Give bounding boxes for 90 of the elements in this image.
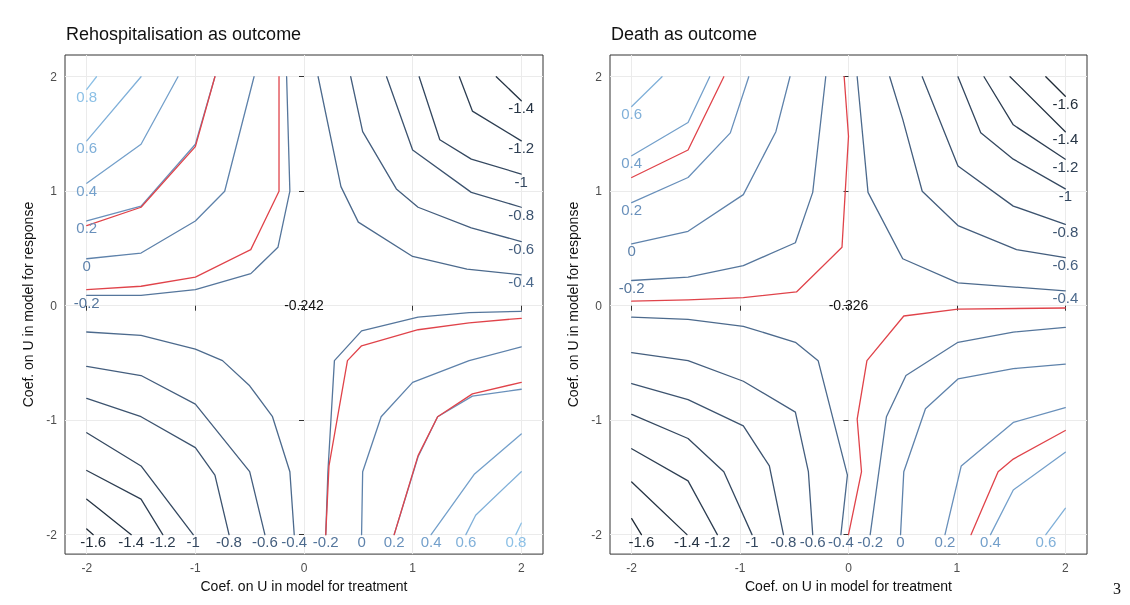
series-label: -1.2: [508, 139, 535, 157]
series-label: 0.4: [420, 533, 442, 551]
y-tick-label: 1: [595, 184, 603, 199]
line-series: [86, 331, 295, 536]
series-label: -1: [1058, 187, 1072, 205]
y-tick-label: 0: [50, 298, 58, 313]
series-label: -1.2: [149, 533, 176, 551]
y-tick-label: 2: [595, 69, 603, 84]
series-label: -1.4: [1052, 130, 1079, 148]
series-label: 0.8: [76, 87, 98, 105]
line-series: [631, 382, 785, 536]
x-tick-label: -2: [81, 561, 93, 576]
line-series: [631, 413, 753, 536]
series-label: -0.6: [1052, 256, 1079, 274]
x-tick-label: 0: [300, 561, 308, 576]
series-label: -1: [514, 172, 528, 190]
series-label: -0.6: [251, 533, 278, 551]
x-axis-title: Coef. on U in model for treatment: [200, 578, 408, 594]
annotation: -0.326: [828, 296, 869, 313]
series-label: 0.4: [76, 181, 98, 199]
line-series: [970, 429, 1066, 536]
series-label: -0.4: [827, 533, 854, 551]
series-label: -0.8: [508, 205, 535, 223]
series-label: 0.4: [980, 533, 1001, 551]
series-label: 0.8: [505, 533, 527, 551]
x-tick-label: -2: [626, 561, 638, 576]
series-label: 0.2: [383, 533, 405, 551]
y-axis-title: Coef. on U in model for response: [20, 201, 36, 408]
series-label: -0.8: [770, 533, 797, 551]
x-tick-label: 1: [953, 561, 961, 576]
series-label: -0.2: [857, 533, 884, 551]
series-label: -0.2: [312, 533, 339, 551]
line-series: [631, 351, 814, 536]
series-label: 0.6: [455, 533, 477, 551]
series-label: 0.2: [621, 201, 643, 219]
x-tick-label: 0: [845, 561, 853, 576]
series-label: 0.2: [934, 533, 956, 551]
annotation: -0.242: [284, 296, 325, 313]
x-tick-label: 2: [517, 561, 525, 576]
line-series: [869, 326, 1066, 536]
series-label: 0.6: [621, 105, 643, 123]
series-label: -0.4: [281, 533, 308, 551]
series-label: -0.8: [216, 533, 242, 551]
chart-title: Rehospitalisation as outcome: [66, 24, 302, 44]
series-label: -0.4: [1052, 289, 1079, 307]
series-label: -0.6: [508, 240, 535, 258]
series-label: -0.4: [508, 273, 535, 291]
series-label: -0.2: [618, 279, 645, 297]
line-series: [944, 406, 1066, 536]
x-tick-label: -1: [734, 561, 746, 576]
line-series: [86, 397, 230, 536]
x-tick-label: -1: [190, 561, 202, 576]
y-tick-label: -2: [591, 527, 603, 542]
series-label: 0: [896, 533, 905, 551]
series-label: 0.2: [76, 219, 98, 237]
series-label: -1.4: [118, 533, 145, 551]
y-tick-label: -1: [46, 413, 58, 428]
line-series: [86, 365, 266, 536]
x-tick-label: 2: [1061, 561, 1069, 576]
y-tick-label: 2: [50, 69, 58, 84]
series-label: -1.4: [674, 533, 700, 551]
line-series: [899, 363, 1066, 536]
series-label: -0.2: [73, 293, 100, 311]
y-axis-title: Coef. on U in model for response: [565, 201, 581, 408]
line-series: [631, 316, 849, 536]
series-label: 0.6: [76, 139, 98, 157]
y-tick-label: -1: [591, 413, 603, 428]
series-label: -1.4: [508, 99, 535, 117]
series-label: -1.6: [80, 533, 107, 551]
series-label: 0.6: [1035, 533, 1057, 551]
series-label: -0.6: [799, 533, 826, 551]
x-axis-title: Coef. on U in model for treatment: [745, 578, 953, 594]
series-label: -1.6: [1052, 94, 1079, 112]
y-tick-label: 1: [50, 184, 58, 199]
x-tick-label: 1: [409, 561, 417, 576]
series-label: 0: [627, 242, 636, 260]
series-label: -0.8: [1052, 222, 1079, 240]
series-label: 0: [357, 533, 366, 551]
chart-title: Death as outcome: [611, 24, 758, 44]
series-label: -1.2: [1052, 157, 1079, 175]
series-label: -1.6: [628, 533, 655, 551]
y-tick-label: 0: [595, 298, 603, 313]
series-label: -1.2: [704, 533, 731, 551]
line-series: [360, 346, 522, 536]
series-label: -1: [186, 533, 200, 551]
text: 3: [1113, 579, 1121, 597]
series-label: 0.4: [621, 154, 643, 172]
series-label: -1: [745, 533, 759, 551]
series-label: 0: [82, 257, 91, 275]
y-tick-label: -2: [46, 527, 58, 542]
